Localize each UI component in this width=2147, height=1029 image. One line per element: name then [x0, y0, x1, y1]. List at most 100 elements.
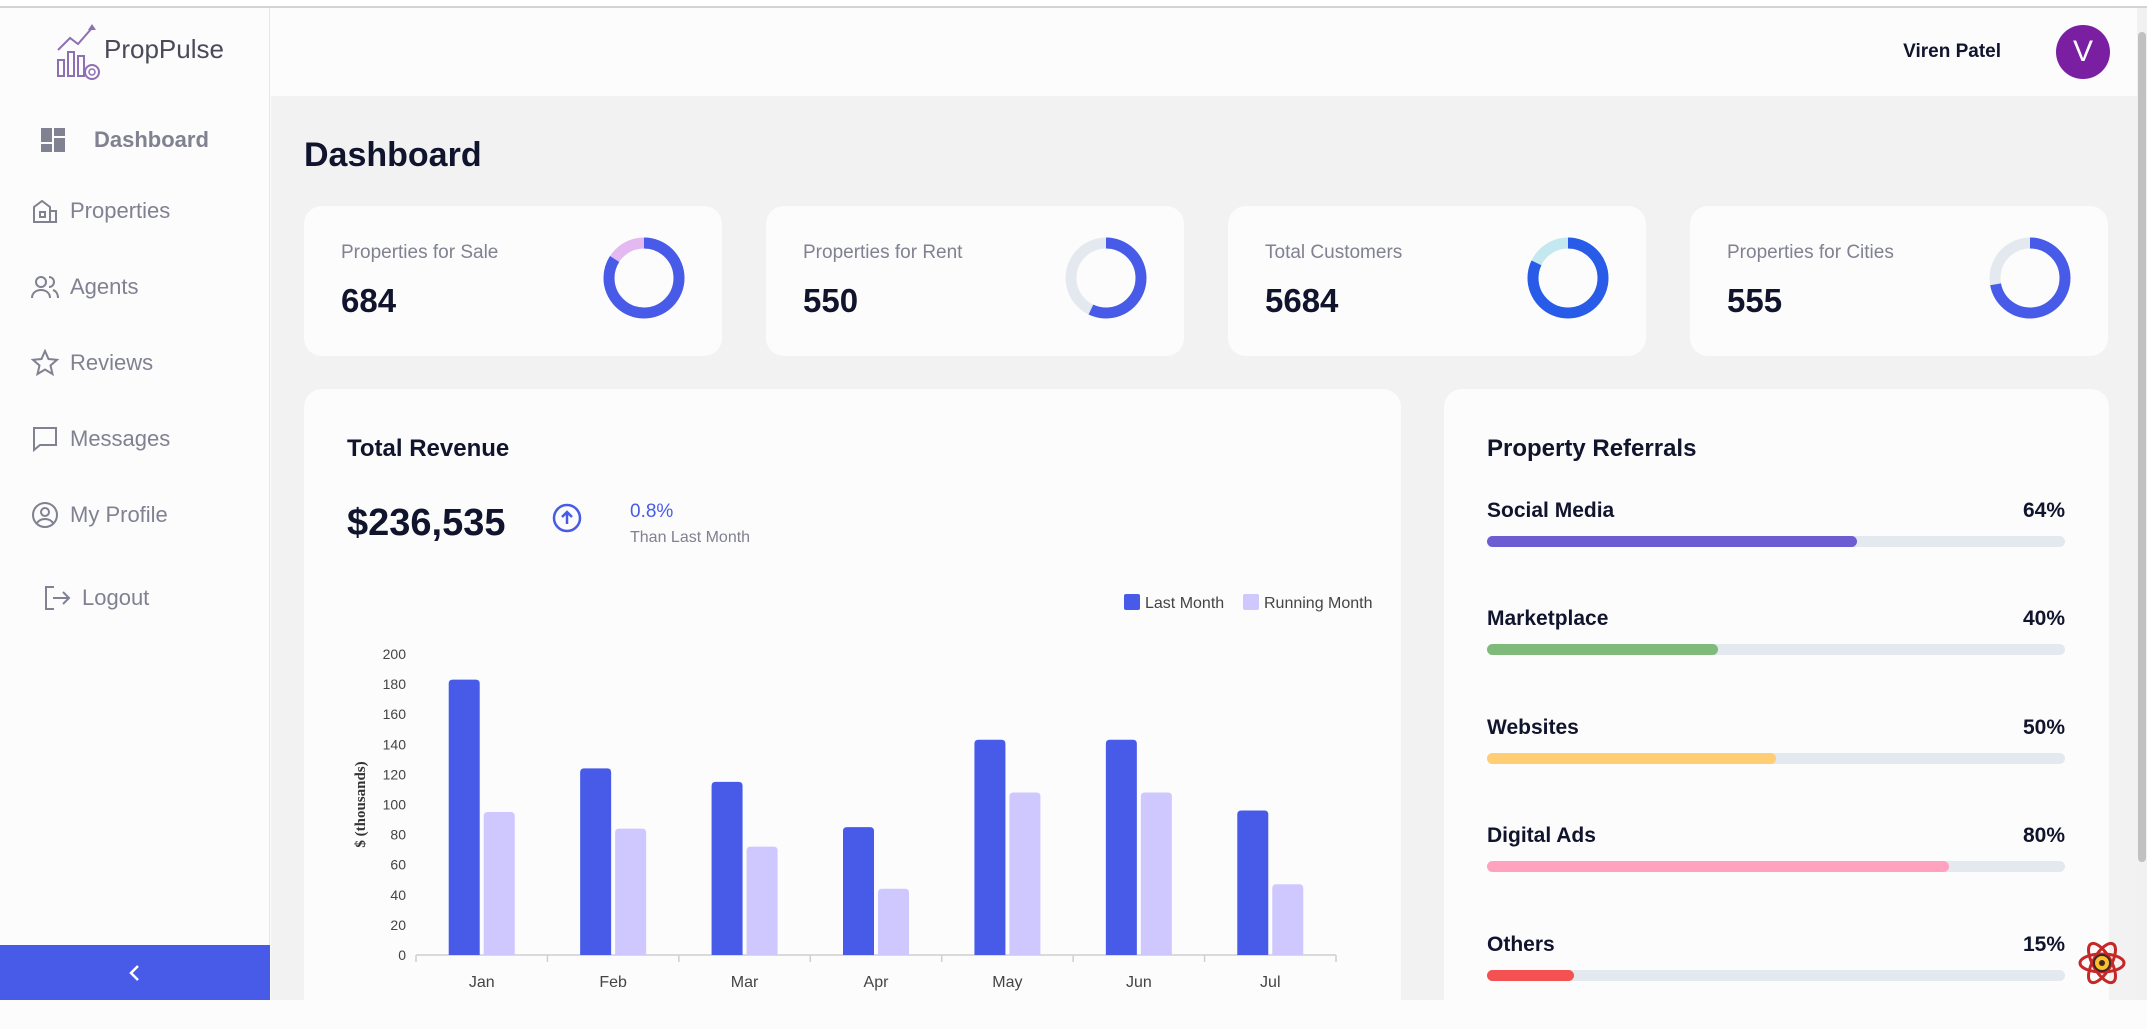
top-bar: Viren Patel V [271, 8, 2147, 96]
sidebar-item-label: Dashboard [94, 127, 209, 153]
stat-card-cities: Properties for Cities 555 [1690, 206, 2108, 356]
y-tick-label: 80 [390, 827, 406, 843]
sidebar-item-label: Properties [70, 198, 170, 224]
window-top-border [0, 0, 2147, 8]
stat-label: Total Customers [1265, 242, 1402, 264]
referral-name: Marketplace [1487, 607, 1608, 631]
referral-name: Digital Ads [1487, 824, 1596, 848]
x-tick-label: Jan [469, 974, 495, 991]
y-tick-label: 180 [383, 676, 407, 692]
referral-progress-track [1487, 644, 2065, 655]
sidebar-item-my-profile[interactable]: My Profile [30, 490, 168, 540]
referral-progress-fill [1487, 753, 1776, 764]
app-name: PropPulse [104, 34, 224, 65]
sidebar-item-reviews[interactable]: Reviews [30, 338, 153, 388]
app-logo[interactable]: PropPulse [52, 20, 224, 84]
sidebar-item-agents[interactable]: Agents [30, 262, 139, 312]
y-tick-label: 120 [383, 766, 407, 782]
logo-icon [52, 20, 102, 82]
sidebar-item-label: Agents [70, 274, 139, 300]
referral-pct: 50% [2023, 716, 2065, 740]
property-referrals-panel: Property Referrals Social Media 64% Mark… [1444, 389, 2109, 1029]
revenue-value: $236,535 [347, 502, 506, 545]
scrollbar-thumb[interactable] [2138, 32, 2146, 862]
referral-pct: 15% [2023, 933, 2065, 957]
user-name: Viren Patel [1903, 41, 2001, 63]
bar-running-month [615, 829, 646, 955]
x-tick-label: Jun [1126, 974, 1152, 991]
logout-button[interactable]: Logout [42, 573, 149, 623]
bar-last-month [1106, 740, 1137, 955]
y-axis-label: $ (thousands) [353, 761, 369, 847]
sidebar-item-dashboard[interactable]: Dashboard [38, 115, 209, 165]
legend-label: Last Month [1145, 595, 1224, 612]
bar-last-month [449, 680, 480, 955]
avatar-initial: V [2073, 35, 2093, 69]
referral-pct: 40% [2023, 607, 2065, 631]
revenue-change-pct: 0.8% [630, 501, 673, 523]
y-tick-label: 200 [383, 646, 407, 662]
sidebar-item-messages[interactable]: Messages [30, 414, 170, 464]
referral-name: Social Media [1487, 499, 1614, 523]
referral-name: Others [1487, 933, 1555, 957]
avatar[interactable]: V [2056, 25, 2110, 79]
stat-card-sale: Properties for Sale 684 [304, 206, 722, 356]
bar-running-month [1141, 792, 1172, 955]
stat-donut-chart [1526, 236, 1610, 320]
y-tick-label: 100 [383, 797, 407, 813]
stat-value: 550 [803, 282, 858, 320]
referral-name: Websites [1487, 716, 1579, 740]
bar-running-month [1272, 884, 1303, 955]
page-scrollbar[interactable] [2137, 8, 2147, 1000]
bar-running-month [878, 889, 909, 955]
x-tick-label: Mar [731, 974, 759, 991]
referral-progress-fill [1487, 536, 1857, 547]
logout-label: Logout [82, 585, 149, 611]
referral-pct: 80% [2023, 824, 2065, 848]
dashboard-icon [38, 125, 68, 155]
bar-last-month [974, 740, 1005, 955]
sidebar-collapse-button[interactable] [0, 945, 270, 1000]
chart-legend: Last Month Running Month [1124, 594, 1373, 612]
star-icon [30, 348, 60, 378]
referral-progress-track [1487, 970, 2065, 981]
stat-label: Properties for Sale [341, 242, 498, 264]
sidebar-item-label: Reviews [70, 350, 153, 376]
y-tick-label: 40 [390, 887, 406, 903]
referral-progress-fill [1487, 644, 1718, 655]
panel-title: Total Revenue [347, 435, 509, 463]
sidebar-item-properties[interactable]: Properties [30, 186, 170, 236]
sidebar-item-label: My Profile [70, 502, 168, 528]
legend-swatch [1124, 594, 1140, 610]
building-icon [30, 196, 60, 226]
sidebar: PropPulse Dashboard Properties Agents Re… [0, 8, 270, 1000]
sidebar-item-label: Messages [70, 426, 170, 452]
bar-last-month [580, 768, 611, 955]
main-content: Dashboard Properties for Sale 684 Proper… [271, 96, 2147, 1000]
stat-label: Properties for Rent [803, 242, 962, 264]
stat-donut-chart [602, 236, 686, 320]
x-tick-label: May [992, 974, 1022, 991]
react-devtools-icon[interactable] [2077, 938, 2127, 988]
logout-icon [42, 583, 72, 613]
bar-running-month [1009, 792, 1040, 955]
legend-label: Running Month [1264, 595, 1373, 612]
stat-donut-chart [1064, 236, 1148, 320]
people-icon [30, 272, 60, 302]
legend-swatch [1243, 594, 1259, 610]
referral-progress-track [1487, 861, 2065, 872]
bar-last-month [1237, 811, 1268, 955]
chevron-left-icon [127, 963, 143, 983]
chat-icon [30, 424, 60, 454]
stat-label: Properties for Cities [1727, 242, 1894, 264]
referral-progress-track [1487, 753, 2065, 764]
stat-value: 555 [1727, 282, 1782, 320]
referral-progress-track [1487, 536, 2065, 547]
arrow-up-circle-icon [551, 502, 583, 534]
revenue-change-text: Than Last Month [630, 529, 750, 547]
stat-card-rent: Properties for Rent 550 [766, 206, 1184, 356]
stat-value: 684 [341, 282, 396, 320]
y-tick-label: 140 [383, 736, 407, 752]
stat-value: 5684 [1265, 282, 1338, 320]
